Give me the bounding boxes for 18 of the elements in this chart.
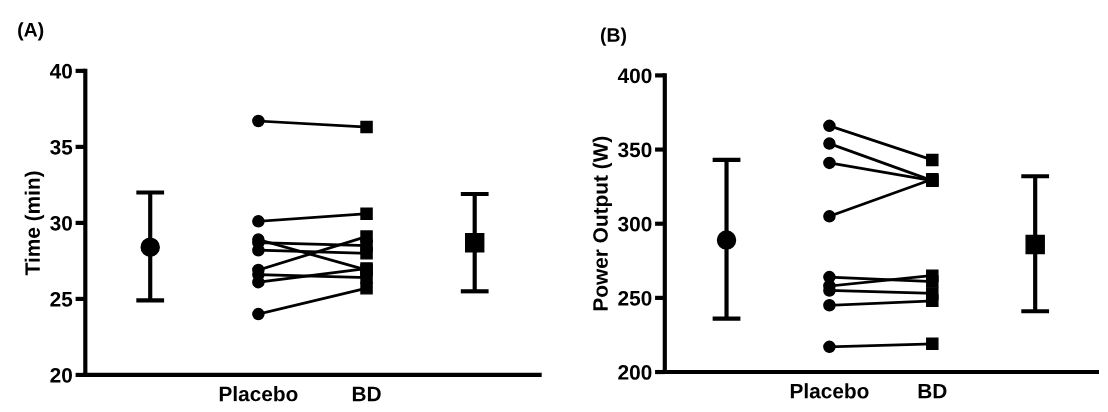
chart-title: (A) [18,22,44,41]
y-axis-title: Power Output (W) [592,136,612,311]
chart-title: (B) [600,27,627,46]
y-axis-title: Time (min) [24,171,45,276]
x-tick-label: Placebo [790,383,869,399]
y-tick-label: 20 [50,367,72,383]
y-tick-label: 350 [618,142,652,158]
y-tick-label: 400 [617,68,652,84]
x-tick-label: Placebo [219,386,298,402]
y-tick-label: 35 [50,139,73,155]
x-tick-label: BD [918,383,947,399]
x-tick-label: BD [352,386,381,402]
y-tick-label: 25 [50,291,73,307]
y-tick-label: 200 [618,365,652,380]
y-tick-label: 40 [49,63,72,79]
y-tick-label: 300 [618,216,652,232]
y-tick-label: 250 [618,290,652,306]
y-tick-label: 30 [50,215,72,231]
